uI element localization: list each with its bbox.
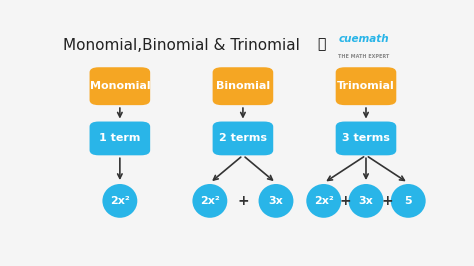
Text: 3x: 3x (269, 196, 283, 206)
Text: Monomial,Binomial & Trinomial: Monomial,Binomial & Trinomial (63, 38, 300, 53)
Text: 3x: 3x (359, 196, 374, 206)
Ellipse shape (391, 184, 426, 218)
Text: 1 term: 1 term (99, 134, 141, 143)
Text: +: + (381, 194, 393, 208)
Text: 2x²: 2x² (314, 196, 334, 206)
Text: 5: 5 (404, 196, 412, 206)
Text: 3 terms: 3 terms (342, 134, 390, 143)
FancyBboxPatch shape (90, 122, 150, 155)
Text: Monomial: Monomial (90, 81, 150, 91)
Text: 2x²: 2x² (200, 196, 220, 206)
Text: 2x²: 2x² (110, 196, 130, 206)
Text: 🚀: 🚀 (318, 37, 326, 51)
Ellipse shape (306, 184, 341, 218)
Ellipse shape (102, 184, 137, 218)
Text: cuemath: cuemath (338, 34, 389, 44)
Ellipse shape (348, 184, 383, 218)
FancyBboxPatch shape (336, 67, 396, 105)
Text: +: + (237, 194, 249, 208)
Text: 2 terms: 2 terms (219, 134, 267, 143)
FancyBboxPatch shape (336, 122, 396, 155)
Text: Binomial: Binomial (216, 81, 270, 91)
Text: Trinomial: Trinomial (337, 81, 395, 91)
Text: THE MATH EXPERT: THE MATH EXPERT (338, 55, 390, 59)
FancyBboxPatch shape (213, 122, 273, 155)
FancyBboxPatch shape (213, 67, 273, 105)
FancyBboxPatch shape (90, 67, 150, 105)
Text: +: + (339, 194, 351, 208)
Ellipse shape (258, 184, 293, 218)
Ellipse shape (192, 184, 228, 218)
